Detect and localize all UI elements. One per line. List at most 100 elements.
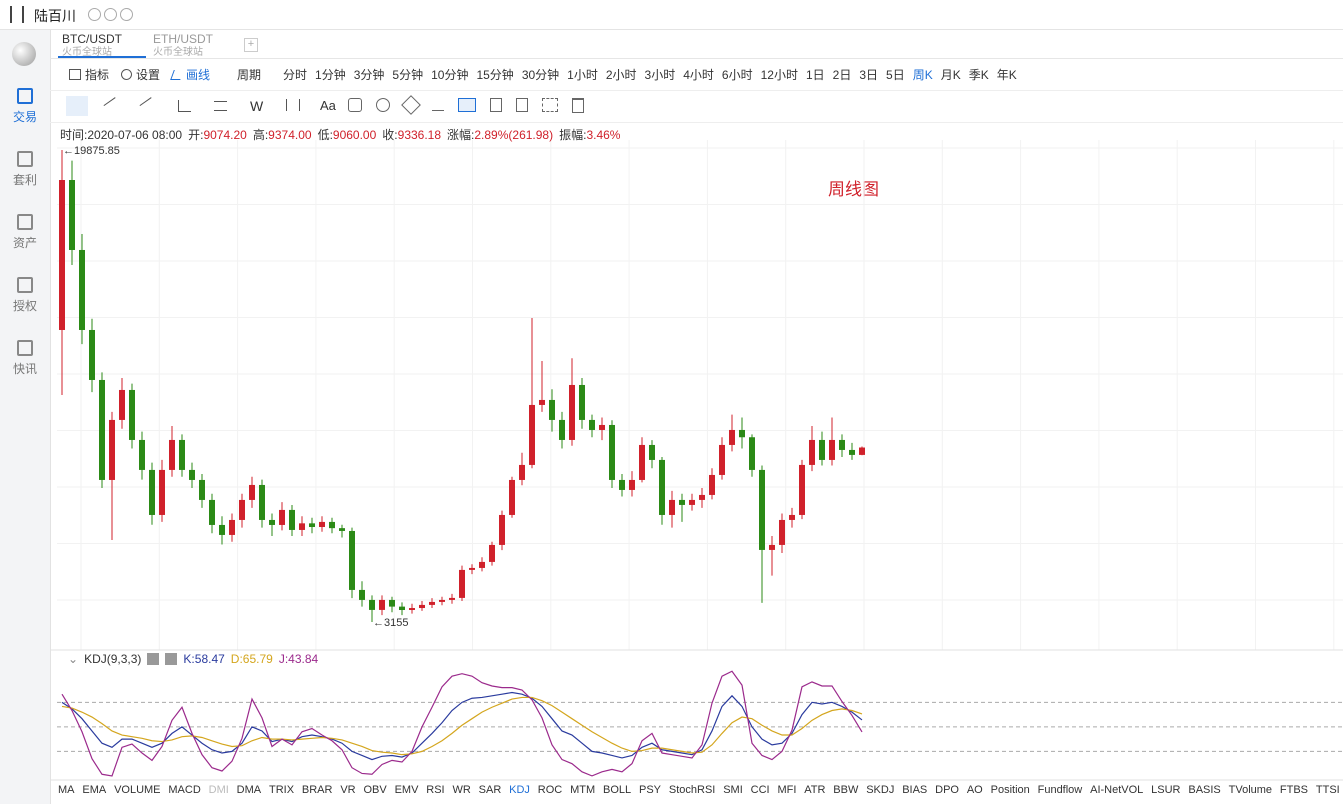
indicator-tab[interactable]: OBV — [363, 784, 387, 796]
indicator-tab[interactable]: Fundflow — [1037, 784, 1083, 796]
period[interactable]: 季K — [968, 68, 989, 82]
fib-tool[interactable] — [214, 101, 227, 111]
draw-button[interactable]: 画线 — [170, 66, 210, 83]
indicator-tab[interactable]: DMA — [236, 784, 262, 796]
candle-body — [849, 449, 855, 455]
indicator-tab[interactable]: MFI — [777, 784, 797, 796]
indicator-tab[interactable]: Position — [990, 784, 1030, 796]
period[interactable]: 2日 — [832, 68, 852, 82]
indicator-tab[interactable]: PSY — [639, 784, 662, 796]
indicator-tab[interactable]: StochRSI — [668, 784, 716, 796]
indicator-tab[interactable]: RSI — [426, 784, 445, 796]
period[interactable]: 3日 — [859, 68, 879, 82]
indicator-tab[interactable]: BOLL — [603, 784, 632, 796]
indicator-tab[interactable]: ROC — [537, 784, 563, 796]
period[interactable]: 5日 — [886, 68, 905, 82]
period[interactable]: 1小时 — [567, 68, 598, 82]
period-label[interactable]: 周期 — [237, 68, 262, 82]
indicator-button[interactable]: 指标 — [69, 66, 109, 83]
kdj-settings[interactable] — [147, 653, 160, 665]
indicator-tab[interactable]: VOLUME — [114, 784, 161, 796]
indicator-tab[interactable]: SAR — [478, 784, 502, 796]
icon[interactable] — [120, 8, 133, 21]
period[interactable]: 6小时 — [721, 68, 753, 82]
candle-body — [209, 499, 215, 525]
indicator-tab[interactable]: EMA — [82, 784, 107, 796]
period[interactable]: 1日 — [805, 68, 825, 82]
indicator-tab[interactable]: EMV — [394, 784, 419, 796]
indicator-tab[interactable]: TRIX — [268, 784, 295, 796]
indicator-tab[interactable]: AI-NetVOL — [1090, 784, 1144, 796]
indicator-tab[interactable]: MACD — [168, 784, 201, 796]
period[interactable]: 1分钟 — [315, 68, 346, 82]
period[interactable]: 3小时 — [644, 68, 676, 82]
indicator-tab[interactable]: SKDJ — [866, 784, 895, 796]
indicator-tab[interactable]: AO — [966, 784, 983, 796]
period[interactable]: 15分钟 — [476, 68, 514, 82]
indicator-tab[interactable]: CCI — [750, 784, 770, 796]
indicator-tab[interactable]: BIAS — [902, 784, 928, 796]
nav-label: 资产 — [12, 236, 37, 250]
indicator-tab[interactable]: ATR — [804, 784, 826, 796]
collapse[interactable]: ⌄ — [68, 652, 79, 666]
period[interactable]: 2小时 — [605, 68, 637, 82]
period[interactable]: 10分钟 — [431, 68, 469, 82]
settings-button[interactable]: 设置 — [121, 66, 160, 83]
tool[interactable] — [458, 98, 476, 112]
icon[interactable] — [88, 8, 101, 21]
tab[interactable]: ETH/USDT 火币全球站 — [153, 33, 213, 59]
nav-item[interactable]: 交易 — [0, 88, 50, 125]
tool[interactable] — [376, 98, 390, 112]
tool[interactable] — [401, 95, 421, 115]
indicator-tab[interactable]: LSUR — [1151, 784, 1181, 796]
period[interactable]: 3分钟 — [353, 68, 385, 82]
period[interactable]: 4小时 — [683, 68, 714, 82]
period[interactable]: 年K — [996, 68, 1017, 82]
indicator-tab[interactable]: WR — [452, 784, 471, 796]
period[interactable]: 周K — [912, 68, 933, 82]
candle-body — [229, 519, 235, 535]
tool[interactable] — [542, 98, 558, 112]
indicator-tab[interactable]: VR — [340, 784, 356, 796]
kdj-close[interactable] — [165, 653, 178, 665]
wave-tool[interactable]: W — [250, 98, 264, 114]
indicator-tab[interactable]: TVolume — [1228, 784, 1273, 796]
avatar[interactable] — [12, 42, 36, 66]
nav-item[interactable]: 授权 — [0, 277, 50, 314]
period[interactable]: 30分钟 — [521, 68, 560, 82]
period[interactable]: 12小时 — [760, 68, 798, 82]
candle-body — [559, 419, 565, 440]
tab-indicator — [58, 56, 146, 58]
period[interactable]: 5分钟 — [392, 68, 424, 82]
measure-tool[interactable] — [286, 99, 300, 111]
indicator-tab[interactable]: MTM — [570, 784, 596, 796]
tab[interactable]: BTC/USDT 火币全球站 — [62, 33, 122, 59]
indicator-tab[interactable]: TTSI — [1315, 784, 1340, 796]
crosshair-tool[interactable] — [66, 96, 88, 116]
indicator-tab[interactable]: BBW — [833, 784, 859, 796]
indicator-tab[interactable]: FTBS — [1279, 784, 1309, 796]
tool[interactable] — [490, 98, 502, 112]
period[interactable]: 月K — [940, 68, 961, 82]
nav-item[interactable]: 资产 — [0, 214, 50, 251]
indicator-tab[interactable]: BRAR — [301, 784, 333, 796]
angle-tool[interactable] — [178, 100, 191, 112]
tool[interactable] — [516, 98, 528, 112]
add-tab[interactable]: + — [244, 38, 258, 52]
indicator-tab[interactable]: MA — [58, 784, 75, 796]
indicator-tab[interactable]: SMI — [723, 784, 743, 796]
indicator-tab[interactable]: BASIS — [1188, 784, 1221, 796]
indicator-tab[interactable]: DPO — [935, 784, 959, 796]
info-item: 收:9336.18 — [382, 126, 441, 143]
candle-body — [79, 249, 85, 330]
nav-item[interactable]: 快讯 — [0, 340, 50, 377]
text-tool[interactable]: Aa — [320, 98, 336, 113]
icon[interactable] — [104, 8, 117, 21]
tool[interactable] — [572, 98, 584, 113]
tool[interactable] — [348, 98, 362, 112]
nav-item[interactable]: 套利 — [0, 151, 50, 188]
period[interactable]: 分时 — [283, 68, 308, 82]
indicator-tab[interactable]: DMI — [208, 784, 229, 796]
indicator-tab[interactable]: KDJ — [509, 784, 530, 796]
tool[interactable] — [432, 98, 444, 111]
